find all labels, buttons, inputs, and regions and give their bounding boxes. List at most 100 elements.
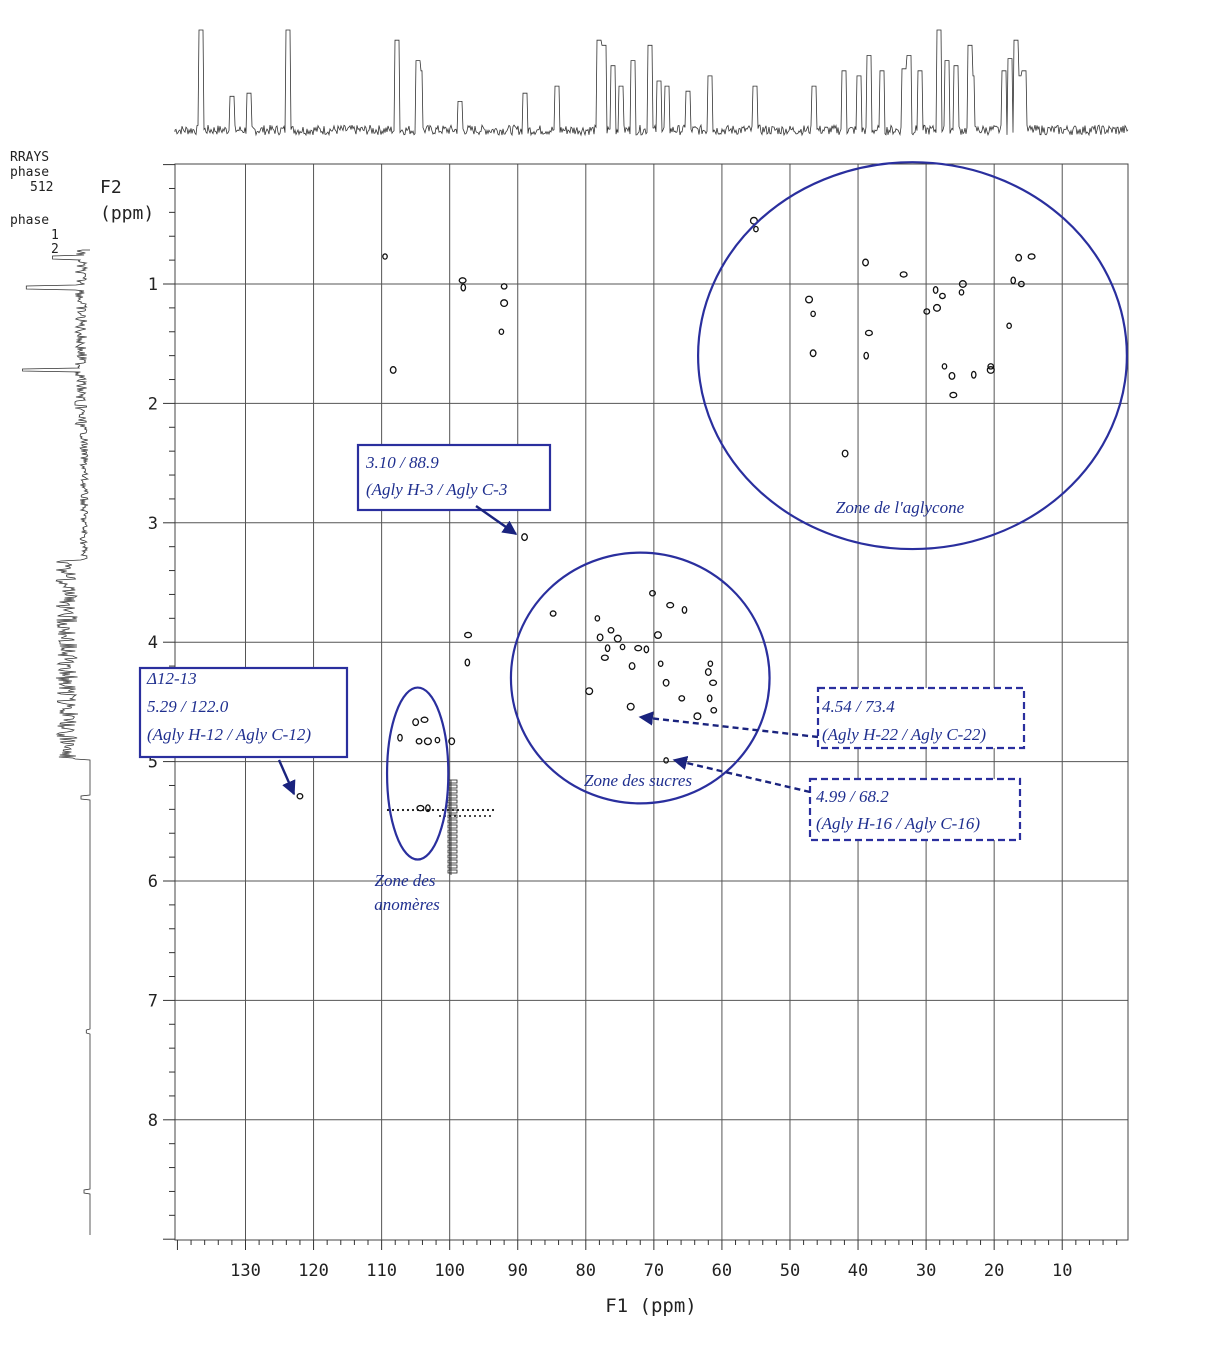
- x-tick-label: 80: [576, 1261, 596, 1281]
- noise-dot: [491, 808, 495, 812]
- corner-line: phase: [10, 165, 49, 180]
- x-tick-label: 30: [916, 1261, 936, 1281]
- cross-peak: [634, 644, 643, 652]
- cross-peak: [704, 668, 712, 676]
- annotation-h22-line1: 4.54 / 73.4: [822, 697, 895, 716]
- cross-peak: [657, 660, 664, 667]
- noise-dash: [447, 839, 458, 844]
- cross-peak: [596, 633, 604, 642]
- cross-peak: [753, 225, 759, 233]
- x-tick-label: 90: [507, 1261, 527, 1281]
- cross-peak: [958, 280, 967, 288]
- cross-peak: [389, 366, 397, 374]
- cross-peak: [416, 804, 425, 812]
- y-axis-label-line2: (ppm): [100, 203, 154, 224]
- cross-peak: [448, 737, 456, 746]
- annotation-h3-box: [356, 443, 552, 512]
- cross-peak: [804, 295, 814, 304]
- cross-peak: [521, 533, 528, 542]
- corner-line: 1: [51, 228, 59, 243]
- cross-peak: [296, 792, 304, 800]
- noise-dot: [439, 815, 441, 817]
- noise-dot: [459, 815, 461, 817]
- annotation-h3-line2: (Agly H-3 / Agly C-3: [366, 480, 507, 499]
- noise-dot: [481, 808, 485, 812]
- zone-aglycone-label: Zone de l'aglycone: [836, 498, 965, 517]
- noise-dot: [401, 808, 405, 812]
- noise-dash: [447, 829, 458, 834]
- annotation-h22-arrow: [638, 711, 819, 739]
- plot-grid: [175, 164, 1128, 1240]
- cross-peak: [460, 283, 467, 292]
- annotation-h22-line2: (Agly H-22 / Agly C-22): [822, 725, 986, 744]
- y-tick-label: 4: [148, 633, 158, 653]
- noise-dot: [406, 808, 410, 812]
- cross-peak: [382, 253, 388, 260]
- cross-peak: [626, 702, 635, 711]
- cross-peak: [1010, 276, 1017, 285]
- annotation-h22: 4.54 / 73.4 (Agly H-22 / Agly C-22): [638, 686, 1026, 750]
- cross-peak: [863, 351, 870, 360]
- annotation-h12-superscript: Δ12-13: [146, 669, 197, 688]
- cross-peak: [864, 329, 873, 337]
- cross-peak: [706, 694, 713, 703]
- noise-dot: [489, 815, 491, 817]
- cross-peak: [932, 303, 942, 312]
- cross-peak: [397, 733, 403, 742]
- noise-dot: [476, 808, 480, 812]
- corner-line: phase: [10, 213, 49, 228]
- cross-peak: [678, 695, 686, 702]
- annotation-h16-arrow: [672, 755, 811, 794]
- annotation-h16-box: [808, 777, 1022, 842]
- cross-peak: [423, 737, 432, 746]
- annotation-h16-line1: 4.99 / 68.2: [816, 787, 889, 806]
- cross-peak: [958, 289, 965, 296]
- cross-peak: [923, 308, 931, 315]
- y-tick-label: 5: [148, 753, 158, 773]
- noise-dot: [411, 808, 415, 812]
- cross-peak: [662, 678, 670, 687]
- cross-peak: [415, 738, 423, 745]
- cross-peak: [841, 449, 849, 458]
- noise-dash: [447, 864, 458, 869]
- zone-sucres-label: Zone des sucres: [584, 771, 692, 790]
- projection-left-spectrum: [22, 249, 91, 1235]
- corner-info: RRAYS phase 512 phase 1 2: [10, 150, 59, 257]
- cross-peak: [464, 631, 473, 639]
- noise-dot: [474, 815, 476, 817]
- cross-peak: [653, 631, 662, 639]
- noise-dot: [436, 808, 440, 812]
- annotation-h22-box: [816, 686, 1026, 750]
- noise-dot: [466, 808, 470, 812]
- cross-peak: [500, 283, 508, 290]
- cross-peak: [899, 271, 908, 278]
- cross-peak: [1017, 280, 1025, 288]
- cross-peak: [600, 654, 609, 661]
- y-tick-label: 6: [148, 872, 158, 892]
- x-tick-label: 10: [1052, 1261, 1072, 1281]
- noise-dot: [416, 808, 420, 812]
- annotation-h3-arrow: [475, 505, 518, 535]
- annotation-h12-line1: 5.29 / 122.0: [147, 697, 229, 716]
- zone-aglycone-ellipse: [696, 161, 1128, 551]
- noise-dash: [447, 834, 458, 839]
- annotation-h12-box: [138, 666, 349, 759]
- cross-peak: [681, 606, 688, 614]
- annotation-h3-line1: 3.10 / 88.9: [365, 453, 439, 472]
- projection-top-spectrum: [174, 29, 1129, 137]
- y-axis-label-line1: F2: [100, 177, 122, 198]
- y-tick-label: 2: [148, 394, 158, 414]
- cross-peak: [970, 370, 977, 379]
- noise-dot: [421, 808, 425, 812]
- cross-peaks: [296, 216, 1036, 813]
- cross-peak: [809, 349, 817, 358]
- annotation-h3: 3.10 / 88.9 (Agly H-3 / Agly C-3: [356, 443, 552, 535]
- cross-peak: [949, 391, 958, 399]
- cross-peak: [663, 757, 669, 764]
- cross-peak: [709, 679, 718, 687]
- cross-peak: [458, 277, 467, 284]
- annotation-h12-arrow: [277, 759, 296, 796]
- noise-dot: [479, 815, 481, 817]
- y-tick-label: 1: [148, 275, 158, 295]
- noise-dot: [386, 808, 390, 812]
